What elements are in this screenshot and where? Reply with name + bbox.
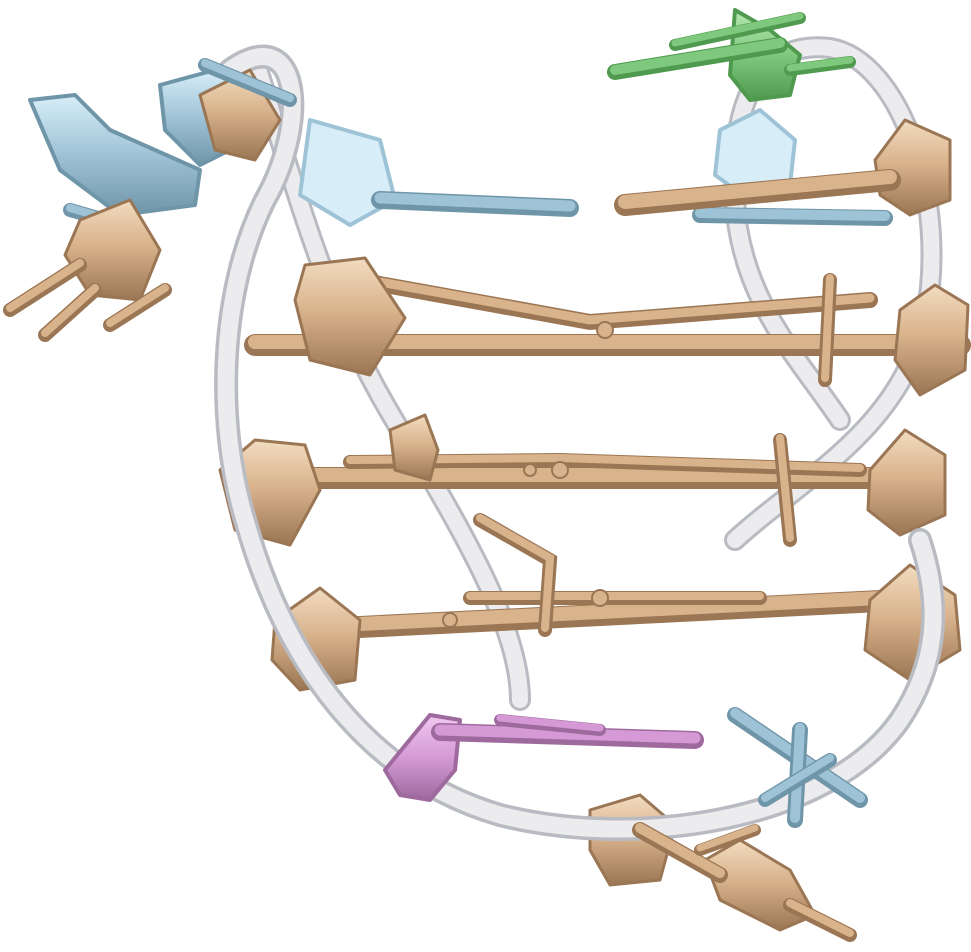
backbone-ribbon-front	[214, 44, 946, 842]
bottom-purple-base	[383, 713, 704, 802]
top-left-blue-base	[28, 68, 579, 237]
bottom-right-blue-base	[727, 707, 868, 828]
atom-beads	[442, 321, 614, 628]
top-right-blue-base	[692, 108, 893, 226]
top-right-green-base	[607, 8, 856, 102]
top-right-tan-base	[614, 169, 901, 216]
top-left-tan-base	[3, 58, 297, 342]
bottom-tan-tail	[632, 822, 857, 942]
